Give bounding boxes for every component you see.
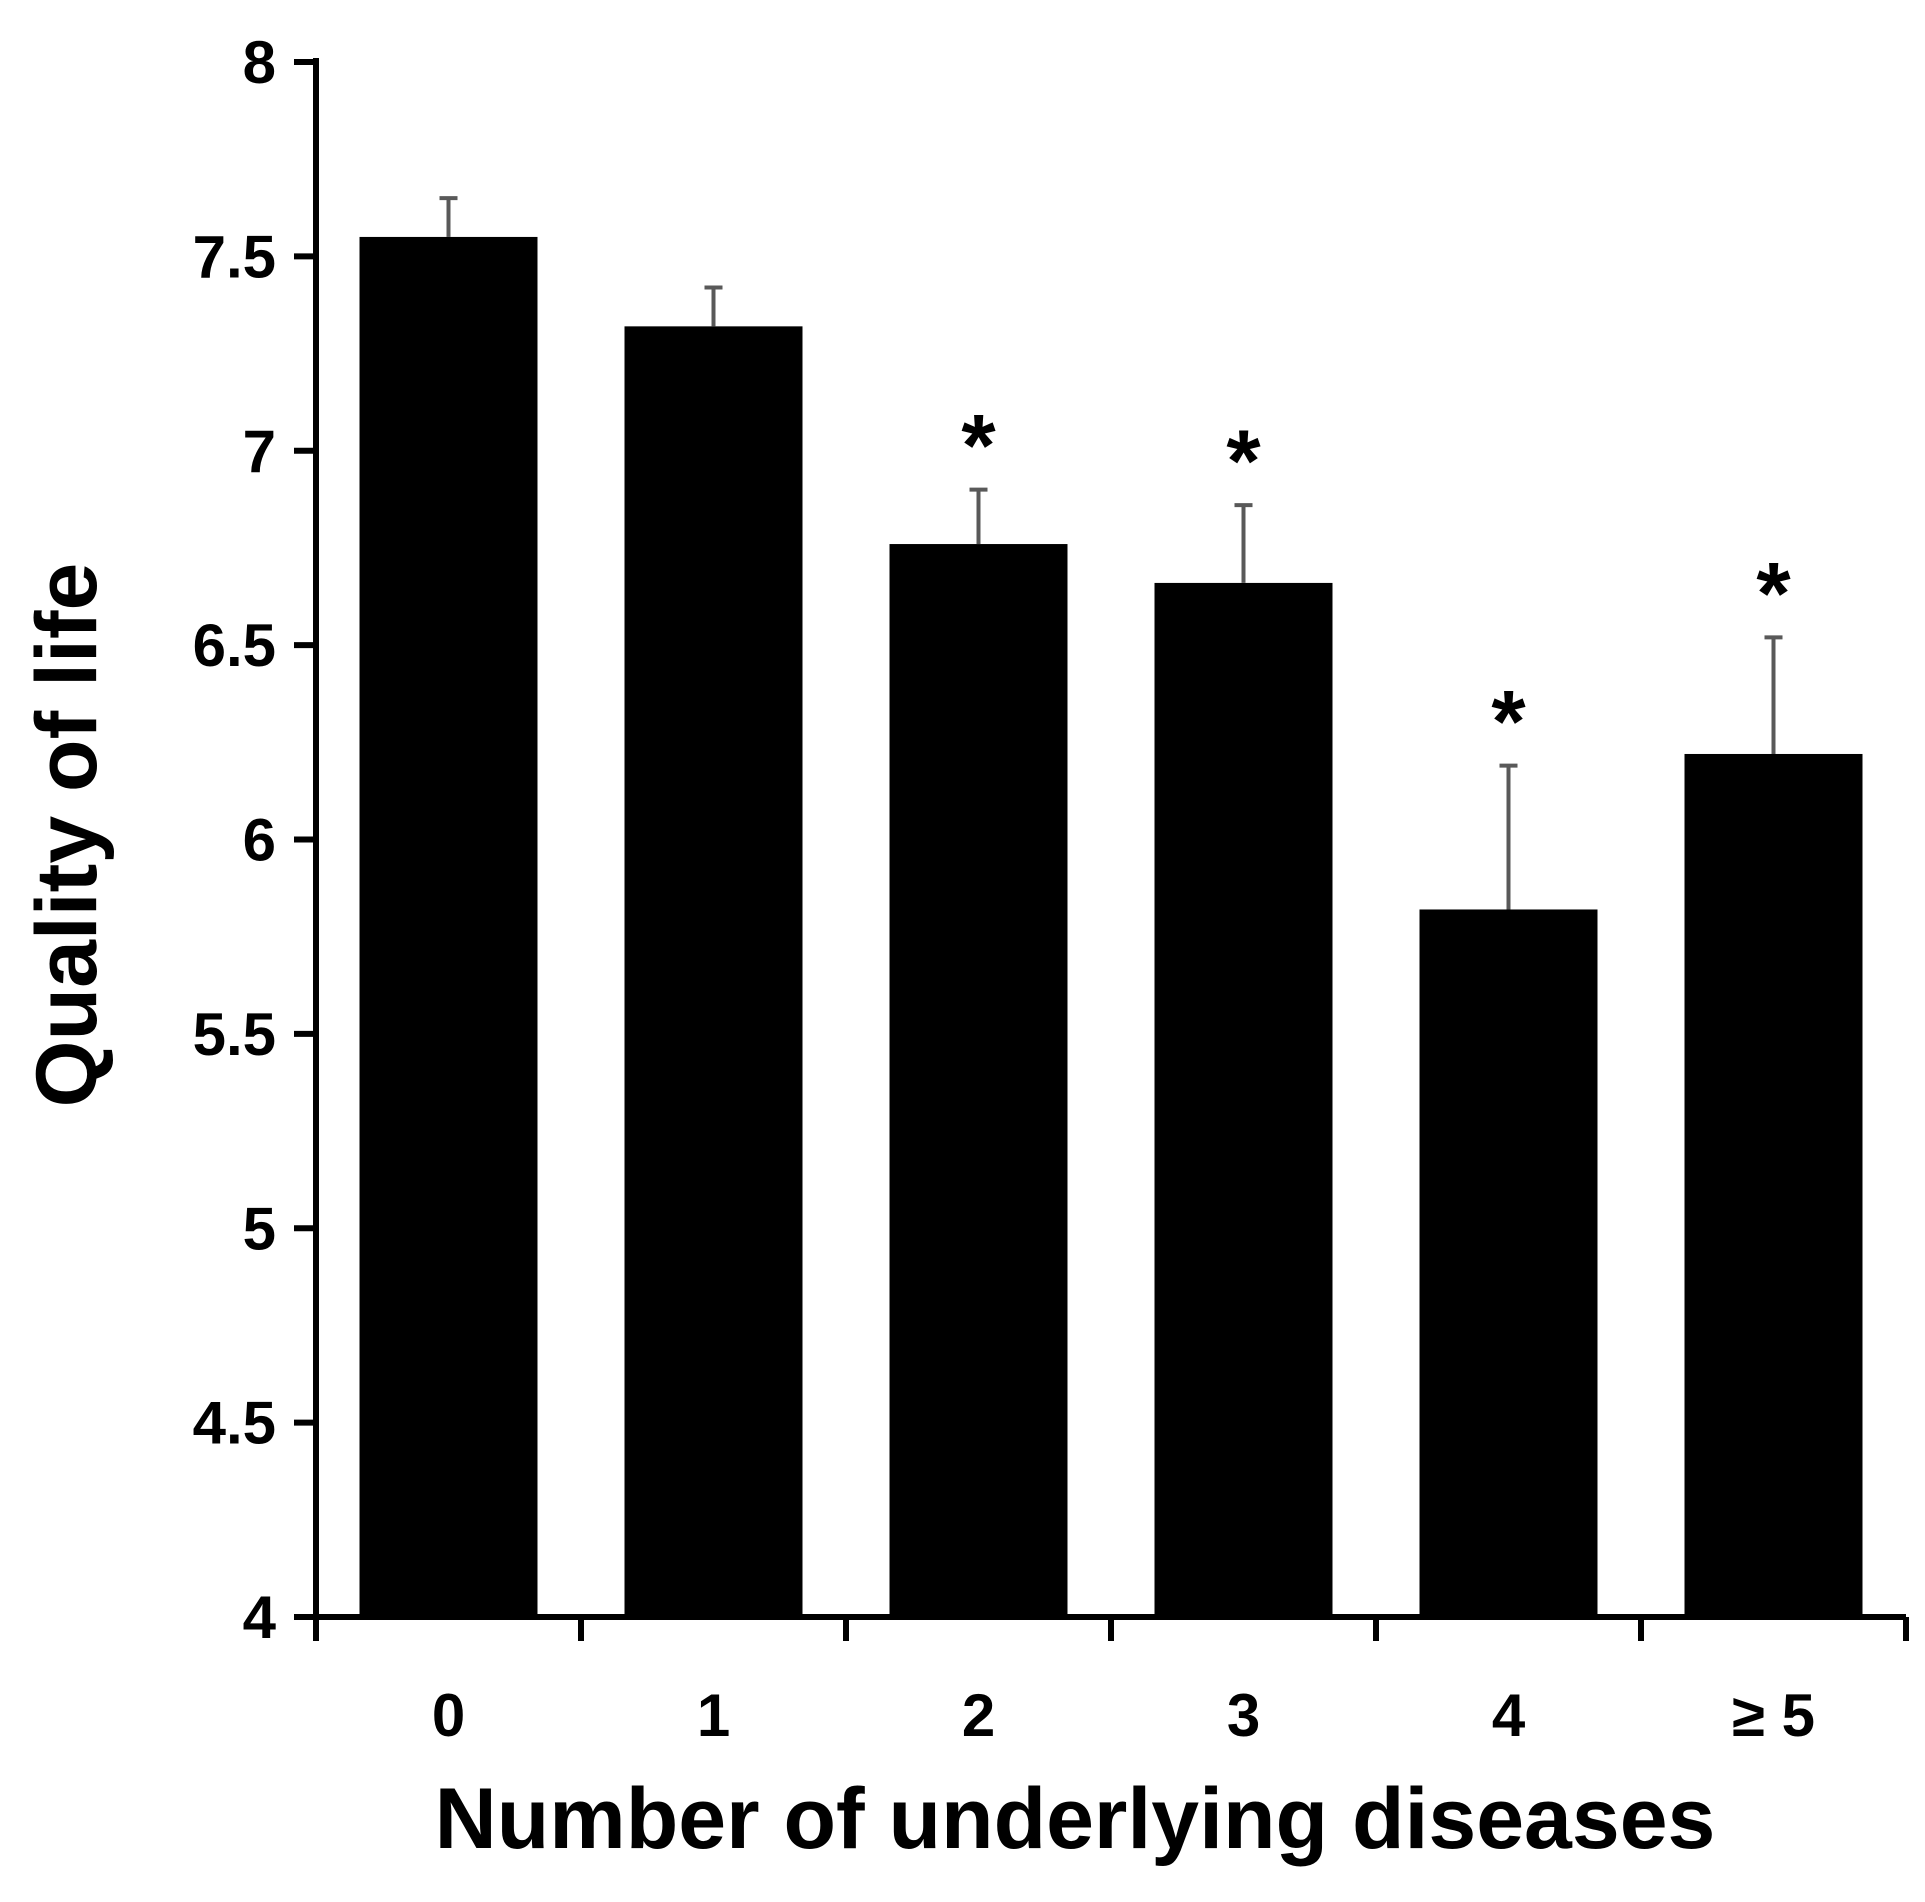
y-axis-title: Quality of life: [19, 563, 115, 1108]
bar: [1154, 582, 1333, 1617]
x-tick-label: 3: [1227, 1682, 1260, 1749]
significance-marker: *: [961, 396, 996, 495]
y-tick-label: 6: [243, 807, 276, 874]
x-axis-title: Number of underlying diseases: [435, 1771, 1716, 1867]
significance-marker: *: [1491, 672, 1526, 771]
y-tick-label: 8: [243, 29, 276, 96]
y-tick-label: 4: [243, 1584, 277, 1651]
significance-marker: *: [1756, 543, 1791, 642]
bars-group: [359, 236, 1863, 1618]
labels-group: 0 1 * 2 * 3 * 4 * ≥ 5 4 4.5 5 5.5 6 6.5 7 7.5 8: [193, 29, 1815, 1749]
bar: [624, 326, 803, 1618]
significance-marker: *: [1226, 411, 1261, 510]
y-tick-label: 6.5: [193, 612, 276, 679]
x-tick-label: ≥ 5: [1732, 1682, 1815, 1749]
y-tick-label: 7.5: [193, 223, 276, 290]
bar: [1419, 909, 1598, 1617]
y-tick-label: 5: [243, 1195, 276, 1262]
bar: [359, 236, 538, 1617]
x-tick-label: 0: [432, 1682, 465, 1749]
y-tick-label: 7: [243, 418, 276, 485]
x-tick-label: 4: [1492, 1682, 1526, 1749]
bar: [1684, 753, 1863, 1617]
x-tick-label: 2: [962, 1682, 995, 1749]
error-bars-group: [439, 196, 1783, 910]
y-tick-label: 5.5: [193, 1001, 276, 1068]
axes-group: [294, 58, 1909, 1641]
bar: [889, 544, 1068, 1617]
y-tick-label: 4.5: [193, 1390, 276, 1457]
x-tick-label: 1: [697, 1682, 730, 1749]
